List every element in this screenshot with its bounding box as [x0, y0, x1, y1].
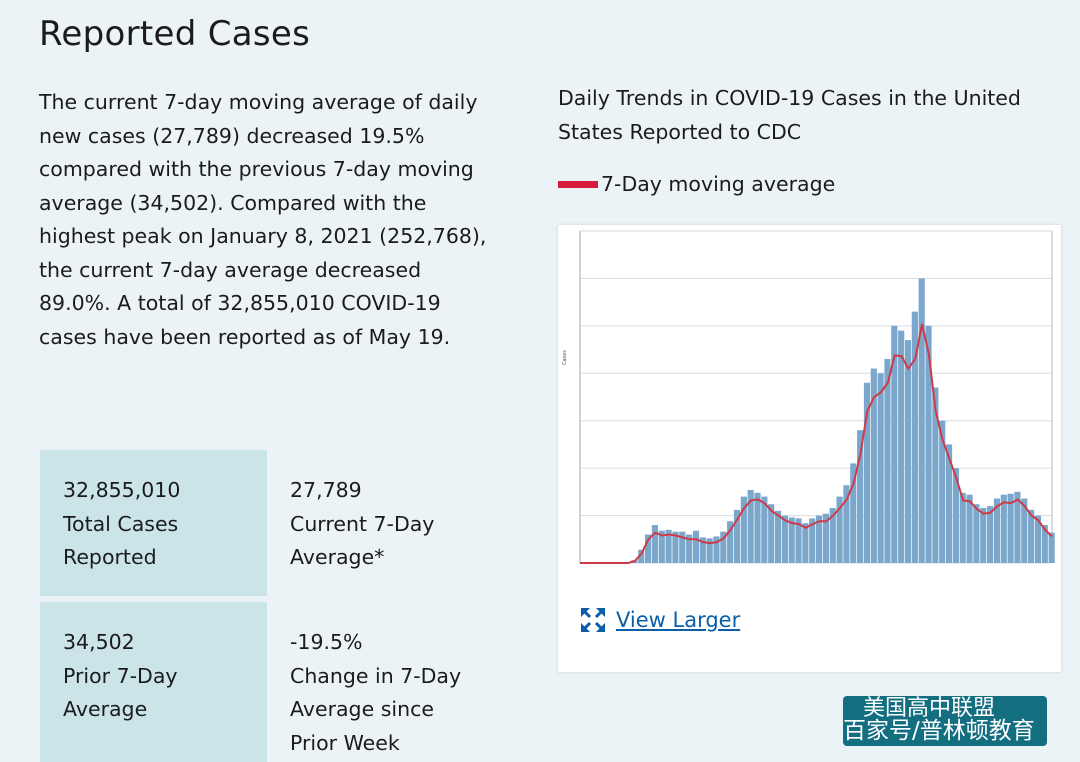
- daily-cases-bar: [973, 504, 980, 563]
- daily-cases-bar: [1048, 532, 1055, 563]
- daily-cases-bar: [672, 531, 679, 563]
- daily-cases-bar: [686, 534, 693, 563]
- daily-cases-bar: [679, 531, 686, 563]
- daily-cases-bar: [692, 530, 700, 563]
- watermark: 美国高中联盟 百家号/普林顿教育: [843, 696, 1047, 746]
- stat-label: Change in 7-Day Average since Prior Week: [290, 663, 462, 755]
- cases-chart[interactable]: Cases: [558, 225, 1061, 575]
- stat-total-cases: 32,855,010 Total Cases Reported: [40, 450, 267, 596]
- view-larger-label: View Larger: [616, 608, 741, 632]
- daily-cases-bar: [740, 496, 747, 563]
- stat-value: 32,855,010: [63, 478, 181, 502]
- legend-swatch: [558, 180, 598, 188]
- summary-text: The current 7-day moving average of dail…: [39, 90, 487, 349]
- stat-label: Total Cases Reported: [63, 511, 179, 570]
- daily-cases-bar: [945, 444, 953, 563]
- stat-value: 34,502: [63, 630, 135, 654]
- daily-cases-bar: [925, 325, 932, 563]
- daily-cases-bar: [658, 530, 665, 563]
- daily-cases-bar: [802, 523, 809, 563]
- daily-cases-bar: [644, 534, 652, 563]
- chart-title: Daily Trends in COVID-19 Cases in the Un…: [558, 86, 1021, 144]
- daily-cases-bar: [891, 325, 898, 563]
- daily-cases-bar: [795, 518, 802, 563]
- daily-cases-bar: [904, 340, 912, 563]
- daily-cases-bar: [1014, 491, 1021, 563]
- daily-cases-bar: [1028, 509, 1035, 563]
- daily-cases-bar: [966, 494, 973, 563]
- daily-cases-bar: [1021, 498, 1028, 563]
- daily-cases-bar: [665, 529, 672, 563]
- daily-cases-bar: [638, 549, 645, 563]
- stat-change: -19.5% Change in 7-Day Average since Prio…: [267, 602, 507, 762]
- daily-cases-bar: [788, 517, 795, 563]
- daily-cases-bar: [651, 525, 658, 563]
- daily-cases-bar: [720, 531, 727, 563]
- daily-cases-bar: [898, 330, 905, 563]
- chart-legend: 7-Day moving average: [558, 172, 835, 196]
- daily-cases-bar: [993, 498, 1001, 563]
- daily-cases-bar: [911, 311, 918, 563]
- daily-cases-bar: [733, 509, 741, 563]
- daily-cases-bar: [699, 537, 706, 563]
- chart-card: Cases View Larger: [558, 225, 1061, 672]
- daily-cases-bar: [1000, 494, 1007, 563]
- daily-cases-bar: [884, 359, 891, 563]
- daily-cases-bar: [822, 513, 829, 563]
- y-axis-label: Cases: [562, 350, 568, 365]
- daily-cases-bar: [877, 373, 884, 563]
- stat-label: Prior 7-Day Average: [63, 663, 178, 722]
- stat-value: -19.5%: [290, 630, 363, 654]
- moving-average-line: [580, 323, 1053, 564]
- daily-cases-bar: [809, 518, 816, 563]
- daily-cases-bar: [829, 507, 836, 563]
- expand-icon: [581, 608, 605, 632]
- daily-cases-bar: [863, 382, 871, 563]
- daily-cases-bar: [754, 492, 761, 563]
- daily-cases-bar: [768, 504, 775, 563]
- daily-cases-bar: [870, 368, 877, 563]
- daily-cases-bar: [850, 463, 857, 563]
- stat-current-average: 27,789 Current 7-Day Average*: [267, 450, 507, 596]
- page-title: Reported Cases: [39, 14, 311, 54]
- daily-cases-bar: [816, 515, 823, 563]
- stat-label: Current 7-Day Average*: [290, 511, 435, 570]
- daily-cases-bar: [1007, 493, 1014, 563]
- daily-cases-bar: [761, 496, 768, 563]
- daily-cases-bar: [781, 515, 788, 563]
- daily-cases-bar: [959, 492, 966, 563]
- daily-cases-bar: [918, 278, 925, 563]
- watermark-line2: 百家号/普林顿教育: [843, 718, 1035, 744]
- daily-cases-bar: [1041, 525, 1048, 563]
- daily-cases-bar: [987, 506, 994, 563]
- daily-cases-bar: [952, 468, 959, 563]
- stat-prior-average: 34,502 Prior 7-Day Average: [40, 602, 267, 762]
- daily-cases-bar: [836, 496, 843, 563]
- daily-cases-bar: [939, 420, 946, 563]
- daily-cases-bar: [706, 538, 713, 563]
- daily-cases-bar: [932, 387, 939, 563]
- view-larger-link[interactable]: View Larger: [580, 607, 740, 633]
- legend-label: 7-Day moving average: [601, 172, 836, 196]
- daily-cases-bar: [843, 485, 850, 563]
- stat-value: 27,789: [290, 478, 362, 502]
- daily-cases-bar: [857, 430, 864, 563]
- watermark-line1: 美国高中联盟: [863, 696, 996, 721]
- daily-cases-bar: [1034, 515, 1042, 563]
- daily-cases-bar: [727, 521, 734, 563]
- daily-cases-bar: [980, 507, 987, 563]
- daily-cases-bar: [713, 536, 720, 563]
- daily-cases-bar: [747, 489, 754, 563]
- daily-cases-bar: [774, 510, 782, 563]
